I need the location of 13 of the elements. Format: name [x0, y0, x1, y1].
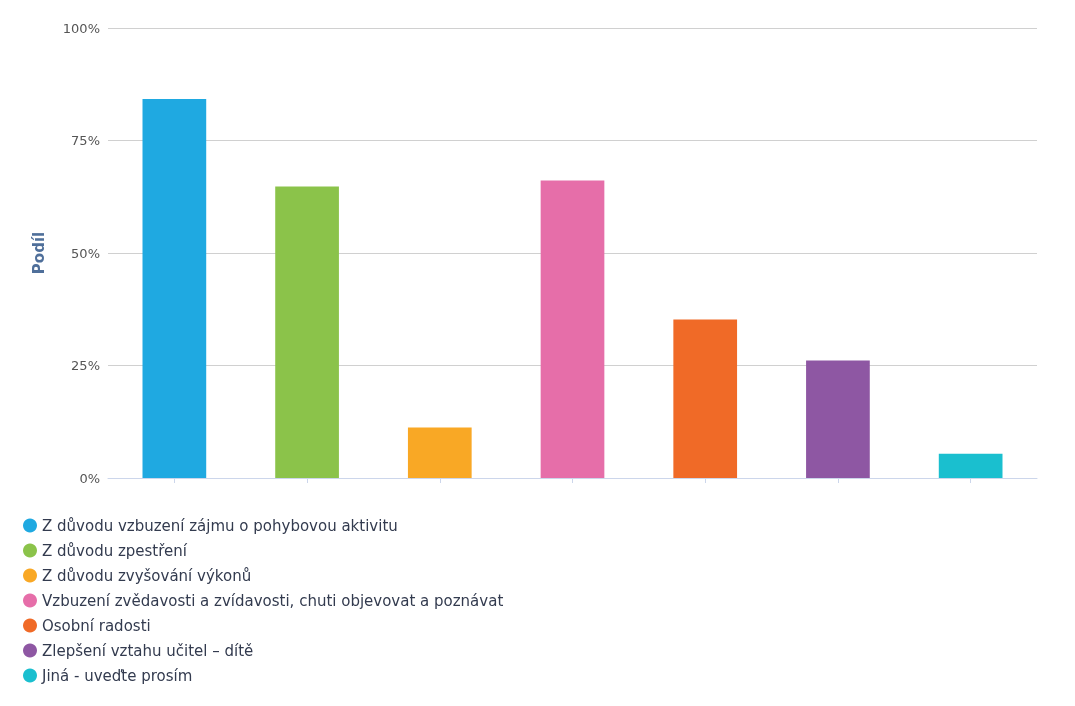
legend-label: Z důvodu vzbuzení zájmu o pohybovou aktivitu — [42, 516, 398, 535]
legend-label: Zlepšení vztahu učitel – dítě — [42, 641, 254, 660]
y-tick-label: 100% — [62, 20, 100, 36]
legend-label: Z důvodu zvyšování výkonů — [42, 566, 252, 585]
y-tick-label: 75% — [71, 133, 100, 148]
y-axis-title: Podíl — [29, 231, 48, 275]
legend-label: Osobní radosti — [42, 616, 151, 635]
y-tick-label: 25% — [71, 358, 100, 373]
legend-label: Vzbuzení zvědavosti a zvídavosti, chuti objevovat a poznávat — [42, 591, 504, 610]
y-tick-label: 50% — [71, 245, 100, 261]
y-tick-label: 0% — [79, 470, 100, 486]
legend-label: Z důvodu zpestření — [42, 541, 188, 560]
legend-label: Jiná - uveďte prosím — [41, 666, 193, 685]
